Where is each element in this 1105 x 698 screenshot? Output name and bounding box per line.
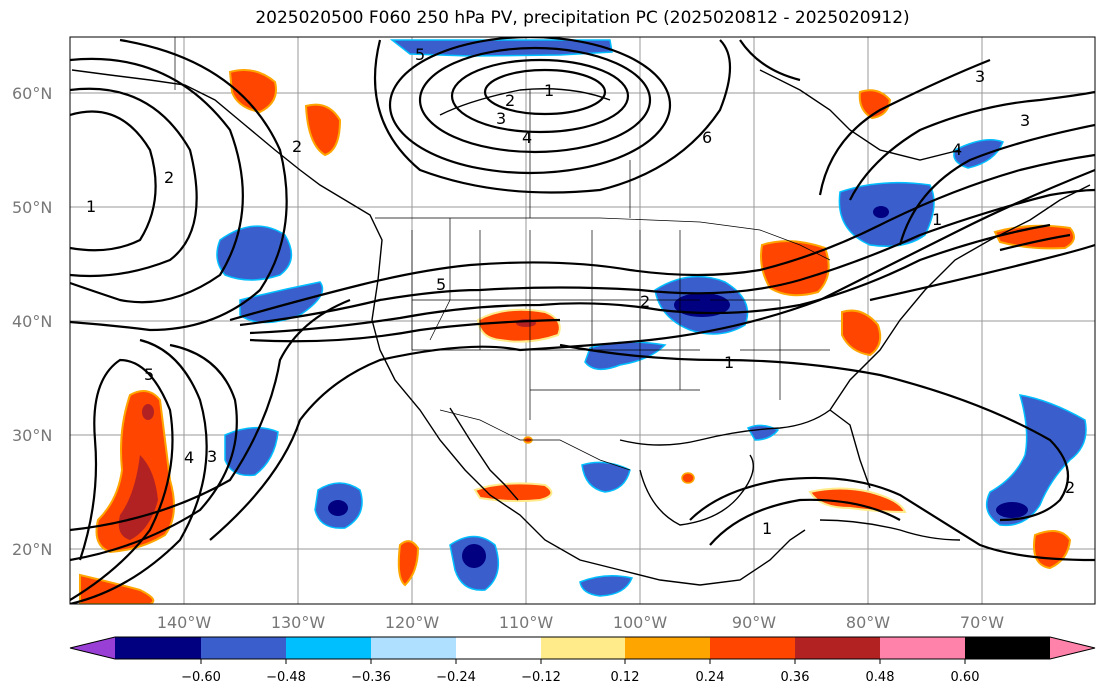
contour-label: 3 [1020,111,1030,130]
colorbar-segment [201,637,286,659]
contour-label: 2 [505,91,515,110]
colorbar-tick-label: 0.12 [611,670,640,685]
colorbar-segment [625,637,710,659]
colorbar-segment [115,637,201,659]
lat-label: 30°N [12,426,52,445]
map-frame [69,36,1096,605]
colorbar-segment [710,637,795,659]
contour-label: 2 [164,168,174,187]
colorbar-tick-label: −0.60 [181,670,221,685]
colorbar-ticks [200,659,966,664]
colorbar-tick-label: −0.36 [351,670,391,685]
lon-label: 70°W [960,613,1004,632]
colorbar-segment [880,637,965,659]
lon-label: 140°W [157,613,212,632]
colorbar-segment [456,637,541,659]
contour-label: 1 [762,519,772,538]
colorbar-outline [69,636,1096,660]
lon-label: 100°W [613,613,668,632]
longitude-labels: 140°W 130°W 120°W 110°W 100°W 90°W 80°W … [157,613,1004,632]
colorbar-tick-label: 0.24 [696,670,725,685]
coastlines [71,69,1091,586]
contour-label: 2 [1065,478,1075,497]
colorbar-tick-label: −0.24 [436,670,476,685]
contour-label: 4 [952,140,962,159]
colorbar-segment [286,637,371,659]
colorbar-tick-label: −0.12 [521,670,561,685]
contour-label: 3 [207,447,217,466]
colorbar-tick-label: 0.60 [951,670,980,685]
contour-label: 6 [702,128,712,147]
lon-label: 130°W [271,613,326,632]
contour-label: 1 [724,353,734,372]
colorbar-min-extension [70,637,115,659]
contour-label: 1 [544,81,554,100]
contour-label: 5 [144,365,154,384]
contour-label: 3 [975,67,985,86]
contour-label: 4 [184,448,194,467]
contour-label: 2 [292,137,302,156]
colorbar-segment [795,637,880,659]
contour-label: 5 [436,275,446,294]
contour-label: 1 [932,210,942,229]
lon-label: 80°W [846,613,890,632]
contour-label: 5 [415,45,425,64]
colorbar-segment [541,637,625,659]
lat-label: 60°N [12,84,52,103]
colorbar-tick-label: 0.48 [866,670,895,685]
lat-label: 40°N [12,312,52,331]
colorbar-tick-label: 0.36 [781,670,810,685]
lat-label: 20°N [12,540,52,559]
colorbar-max-extension [1050,637,1095,659]
colorbar-segment [965,637,1050,659]
colorbar-tick-label: −0.48 [266,670,306,685]
colorbar: −0.60 −0.48 −0.36 −0.24 −0.12 0.12 0.24 … [69,636,1096,685]
lon-label: 90°W [732,613,776,632]
contour-label: 4 [522,128,532,147]
contour-label: 1 [86,197,96,216]
lat-label: 50°N [12,198,52,217]
contour-labels: 1 2 3 4 5 6 1 2 3 4 5 1 2 1 2 3 1 2 3 4 … [86,45,1075,538]
map-title: 2025020500 F060 250 hPa PV, precipitatio… [255,8,910,28]
latitude-labels: 60°N 50°N 40°N 30°N 20°N [12,84,52,559]
contour-label: 3 [496,109,506,128]
colorbar-segment [371,637,456,659]
lon-label: 110°W [499,613,554,632]
contour-label: 2 [640,292,650,311]
lon-label: 120°W [385,613,440,632]
pv-contours [70,37,1095,604]
